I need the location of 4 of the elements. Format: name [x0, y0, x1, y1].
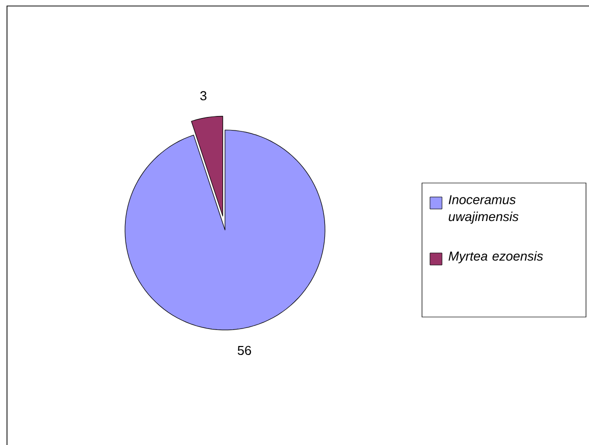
- legend-label: Myrtea ezoensis: [448, 251, 543, 264]
- legend-label: Inoceramus uwajimensis: [448, 195, 518, 224]
- data-label: 56: [238, 346, 252, 356]
- data-label: 3: [200, 91, 206, 100]
